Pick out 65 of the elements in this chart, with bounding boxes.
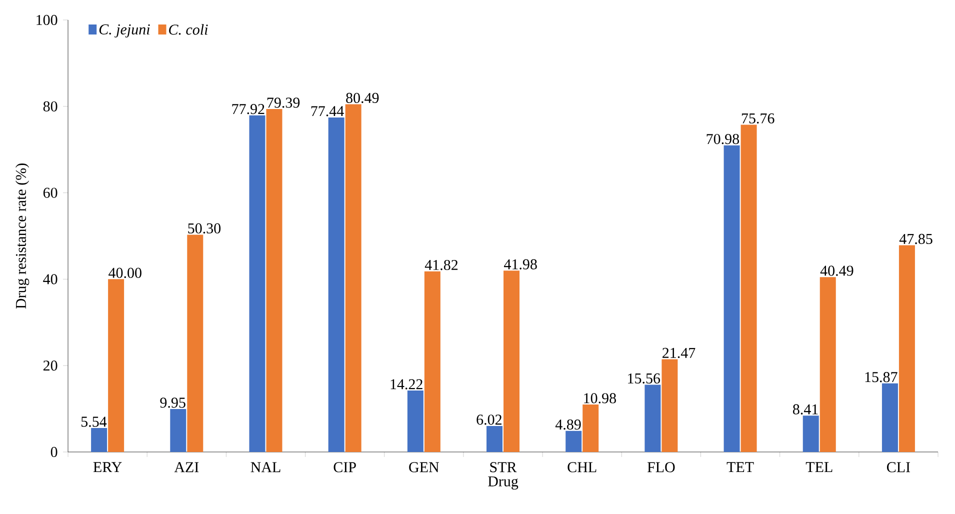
x-tick-label: CLI (886, 462, 910, 472)
x-tick-label: TET (726, 462, 754, 472)
bar (345, 104, 362, 452)
bar (582, 404, 599, 452)
bar (898, 245, 915, 452)
bar (328, 117, 344, 452)
x-tick-label: AZI (174, 462, 199, 472)
data-label: 15.87 (865, 372, 898, 382)
data-label: 70.98 (706, 134, 740, 144)
data-label: 40.00 (108, 268, 142, 278)
bar (170, 409, 186, 452)
y-axis-title: Drug resistance rate (%) (15, 164, 30, 309)
y-tick-label: 40 (43, 274, 58, 284)
data-label: 8.41 (793, 404, 818, 414)
y-tick-label: 0 (50, 446, 58, 458)
bar (504, 270, 520, 452)
data-label: 6.02 (476, 414, 502, 425)
x-tick-label: STR (490, 462, 517, 472)
legend-label: C. coli (169, 24, 208, 35)
bar (740, 124, 757, 452)
bar (407, 390, 424, 452)
x-tick-label: GEN (409, 462, 439, 472)
bar (91, 428, 108, 452)
bar (187, 234, 204, 452)
x-tick-label: ERY (93, 462, 122, 472)
data-label: 47.85 (899, 234, 932, 244)
x-tick-label: CHL (568, 462, 596, 472)
bar (424, 271, 440, 452)
bar (266, 109, 282, 452)
data-label: 41.98 (504, 259, 537, 270)
data-label: 79.39 (267, 98, 300, 108)
bar (108, 279, 124, 452)
data-label: 50.30 (188, 223, 221, 234)
data-label: 21.47 (662, 348, 696, 358)
y-tick-label: 100 (36, 14, 58, 26)
legend-label: C. jejuni (99, 24, 150, 38)
data-label: 14.22 (390, 379, 422, 390)
bar (724, 145, 740, 452)
bar (486, 426, 503, 452)
bar (820, 277, 836, 452)
bar (882, 383, 898, 452)
bar (249, 115, 266, 452)
y-tick-label: 80 (43, 101, 58, 112)
data-label: 77.44 (311, 106, 344, 116)
x-axis-title: Drug (488, 476, 518, 490)
x-tick-label: NAL (250, 462, 280, 472)
x-tick-label: CIP (334, 462, 356, 472)
data-label: 4.89 (555, 419, 581, 430)
bar (644, 384, 661, 452)
y-tick-label: 20 (43, 360, 58, 371)
bar (802, 416, 819, 452)
data-label: 10.98 (584, 393, 616, 404)
x-tick-label: TEL (806, 462, 832, 472)
data-label: 15.56 (628, 373, 660, 384)
data-label: 75.76 (742, 113, 774, 124)
data-label: 41.82 (424, 260, 458, 270)
data-label: 5.54 (81, 416, 107, 427)
data-label: 40.49 (820, 266, 854, 276)
data-label: 9.95 (160, 398, 186, 408)
bar (566, 430, 582, 452)
data-label: 77.92 (232, 104, 264, 114)
data-label: 80.49 (346, 92, 379, 104)
y-tick-label: 60 (43, 188, 58, 198)
x-tick-label: FLO (647, 462, 675, 472)
bar (662, 359, 678, 452)
